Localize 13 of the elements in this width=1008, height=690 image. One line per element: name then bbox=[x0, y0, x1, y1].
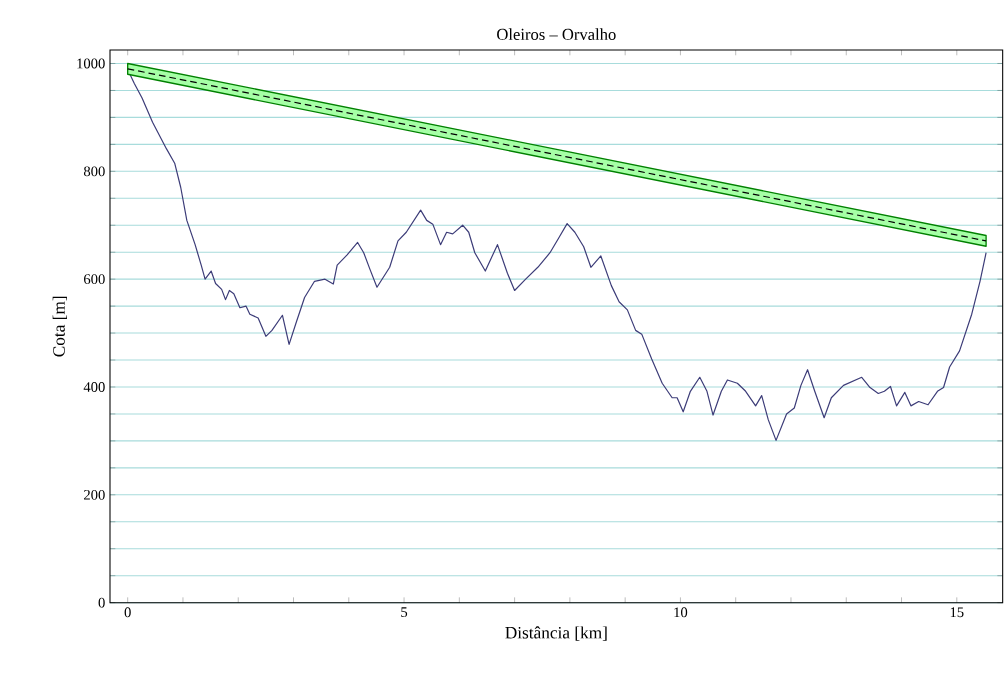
x-tick-label: 0 bbox=[124, 607, 131, 618]
x-tick-label: 5 bbox=[401, 607, 408, 618]
y-tick-label: 800 bbox=[83, 166, 105, 177]
x-tick-label: 10 bbox=[674, 607, 688, 618]
y-tick-label: 200 bbox=[84, 489, 105, 500]
y-tick-label: 0 bbox=[98, 597, 105, 608]
y-tick-label: 600 bbox=[84, 274, 105, 285]
y-axis-title: Cota [m] bbox=[52, 296, 67, 357]
y-tick-label: 1000 bbox=[77, 58, 105, 69]
chart-title: Oleiros – Orvalho bbox=[497, 28, 616, 40]
x-axis-title: Distância [km] bbox=[505, 626, 607, 641]
y-tick-label: 400 bbox=[83, 382, 105, 392]
x-tick-label: 15 bbox=[950, 607, 964, 618]
